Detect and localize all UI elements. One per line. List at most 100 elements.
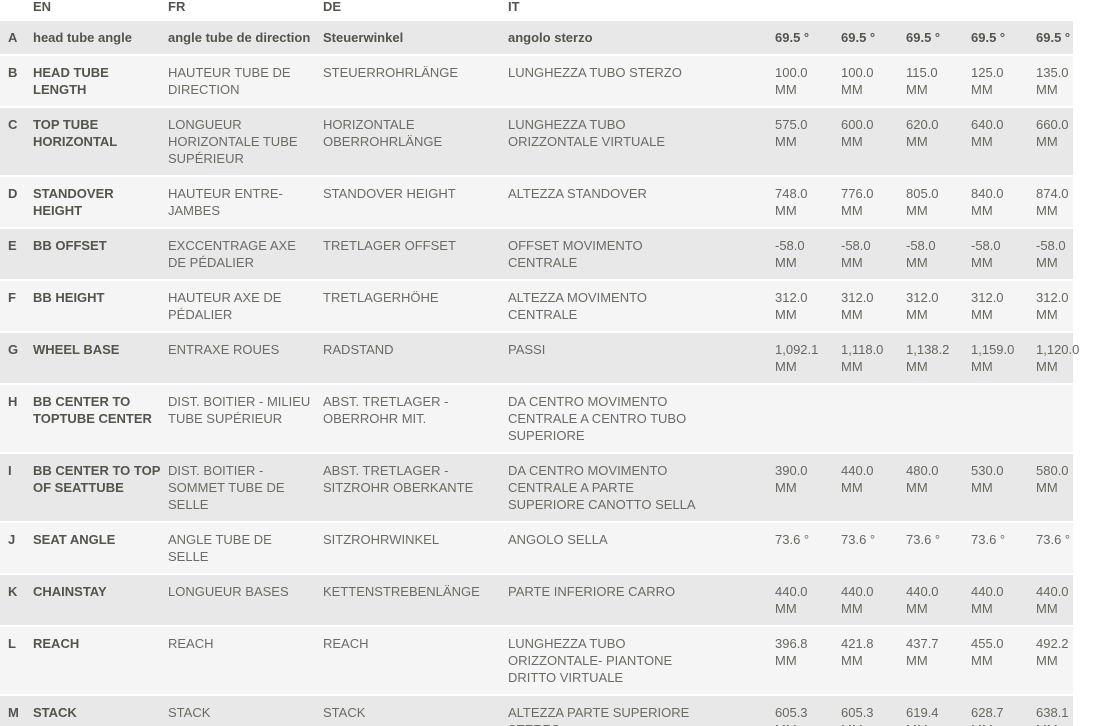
row-letter: G: [8, 342, 19, 357]
value-size-5: -58.0 MM: [1036, 238, 1066, 270]
row-letter: C: [8, 117, 18, 132]
value-size-4: 455.0 MM: [971, 636, 1004, 668]
value-size-2: 776.0 MM: [841, 186, 874, 218]
term-it: LUNGHEZZA TUBO ORIZZONTALE- PIANTONE DRI…: [508, 636, 673, 685]
value-size-3: 1,138.2 MM: [906, 342, 950, 374]
value-size-5: 874.0 MM: [1036, 186, 1069, 218]
table-row: H BB CENTER TO TOPTUBE CENTER DIST. BOIT…: [0, 385, 1073, 452]
value-size-2: 73.6 °: [841, 532, 876, 547]
value-size-1: 312.0 MM: [775, 290, 808, 322]
term-fr: HAUTEUR AXE DE PÉDALIER: [168, 290, 282, 322]
table-row: J SEAT ANGLE ANGLE TUBE DE SELLE SITZROH…: [0, 523, 1073, 573]
value-size-3: 480.0 MM: [906, 463, 939, 495]
term-fr: HAUTEUR TUBE DE DIRECTION: [168, 65, 291, 97]
term-de: TRETLAGERHÖHE: [323, 290, 439, 305]
value-size-4: 69.5 °: [971, 30, 1006, 45]
value-size-3: -58.0 MM: [906, 238, 936, 270]
term-en: HEAD TUBE LENGTH: [33, 65, 109, 97]
value-size-5: 440.0 MM: [1036, 584, 1069, 616]
value-size-2: 1,118.0 MM: [841, 342, 884, 374]
term-fr: angle tube de direction: [168, 30, 311, 45]
term-it: LUNGHEZZA TUBO STERZO: [508, 65, 682, 80]
value-size-2: 421.8 MM: [841, 636, 874, 668]
value-size-2: 312.0 MM: [841, 290, 874, 322]
term-it: angolo sterzo: [508, 30, 593, 45]
value-size-1: [775, 385, 841, 401]
term-fr: REACH: [168, 636, 214, 651]
term-de: ABST. TRETLAGER - SITZROHR OBERKANTE: [323, 463, 474, 495]
value-size-5: 580.0 MM: [1036, 463, 1069, 495]
column-header-en: EN: [33, 0, 52, 14]
value-size-3: [906, 385, 971, 401]
row-letter: B: [8, 65, 18, 80]
term-en: head tube angle: [33, 30, 132, 45]
term-en: TOP TUBE HORIZONTAL: [33, 117, 118, 149]
term-fr: LONGUEUR HORIZONTALE TUBE SUPÉRIEUR: [168, 117, 298, 166]
table-row: D STANDOVER HEIGHT HAUTEUR ENTRE-JAMBES …: [0, 177, 1073, 227]
value-size-4: 312.0 MM: [971, 290, 1004, 322]
term-en: STANDOVER HEIGHT: [33, 186, 114, 218]
value-size-4: 440.0 MM: [971, 584, 1004, 616]
value-size-1: 73.6 °: [775, 532, 810, 547]
table-row: K CHAINSTAY LONGUEUR BASES KETTENSTREBEN…: [0, 575, 1073, 625]
row-letter: K: [8, 584, 18, 599]
value-size-4: 530.0 MM: [971, 463, 1004, 495]
term-en: BB HEIGHT: [33, 290, 105, 305]
term-it: LUNGHEZZA TUBO ORIZZONTALE VIRTUALE: [508, 117, 665, 149]
value-size-2: 600.0 MM: [841, 117, 874, 149]
value-size-3: 437.7 MM: [906, 636, 939, 668]
table-row: G WHEEL BASE ENTRAXE ROUES RADSTAND PASS…: [0, 333, 1079, 383]
value-size-5: 638.1 MM: [1036, 705, 1069, 726]
value-size-3: 312.0 MM: [906, 290, 939, 322]
table-row: F BB HEIGHT HAUTEUR AXE DE PÉDALIER TRET…: [0, 281, 1073, 331]
term-it: OFFSET MOVIMENTO CENTRALE: [508, 238, 643, 270]
term-de: ABST. TRETLAGER - OBERROHR MIT.: [323, 394, 449, 426]
term-en: BB CENTER TO TOP OF SEATTUBE: [33, 463, 161, 495]
term-de: TRETLAGER OFFSET: [323, 238, 456, 253]
term-de: STANDOVER HEIGHT: [323, 186, 456, 201]
term-it: DA CENTRO MOVIMENTO CENTRALE A PARTE SUP…: [508, 463, 696, 512]
value-size-5: 312.0 MM: [1036, 290, 1069, 322]
table-row: B HEAD TUBE LENGTH HAUTEUR TUBE DE DIREC…: [0, 56, 1073, 106]
value-size-1: -58.0 MM: [775, 238, 805, 270]
value-size-3: 69.5 °: [906, 30, 941, 45]
header-row: EN FR DE IT: [0, 0, 1073, 19]
value-size-2: 605.3 MM: [841, 705, 874, 726]
value-size-1: 69.5 °: [775, 30, 810, 45]
row-letter: D: [8, 186, 18, 201]
term-it: ANGOLO SELLA: [508, 532, 608, 547]
value-size-5: 492.2 MM: [1036, 636, 1069, 668]
term-fr: DIST. BOITIER - SOMMET TUBE DE SELLE: [168, 463, 285, 512]
row-letter: A: [8, 30, 18, 45]
value-size-1: 748.0 MM: [775, 186, 808, 218]
row-letter: E: [8, 238, 17, 253]
value-size-3: 619.4 MM: [906, 705, 939, 726]
term-de: STEUERROHRLÄNGE: [323, 65, 459, 80]
term-de: REACH: [323, 636, 369, 651]
term-it: PASSI: [508, 342, 546, 357]
value-size-4: 840.0 MM: [971, 186, 1004, 218]
table-row: L REACH REACH REACH LUNGHEZZA TUBO ORIZZ…: [0, 627, 1073, 694]
term-en: WHEEL BASE: [33, 342, 120, 357]
value-size-5: 69.5 °: [1036, 30, 1071, 45]
value-size-3: 805.0 MM: [906, 186, 939, 218]
value-size-5: 73.6 °: [1036, 532, 1071, 547]
term-en: REACH: [33, 636, 80, 651]
term-it: ALTEZZA MOVIMENTO CENTRALE: [508, 290, 647, 322]
term-fr: STACK: [168, 705, 211, 720]
value-size-1: 440.0 MM: [775, 584, 808, 616]
term-de: Steuerwinkel: [323, 30, 404, 45]
term-it: PARTE INFERIORE CARRO: [508, 584, 676, 599]
value-size-5: 660.0 MM: [1036, 117, 1069, 149]
value-size-2: 69.5 °: [841, 30, 876, 45]
value-size-3: 440.0 MM: [906, 584, 939, 616]
value-size-1: 396.8 MM: [775, 636, 808, 668]
term-fr: HAUTEUR ENTRE-JAMBES: [168, 186, 283, 218]
value-size-1: 100.0 MM: [775, 65, 808, 97]
value-size-4: [971, 385, 1036, 401]
value-size-4: 73.6 °: [971, 532, 1006, 547]
term-it: ALTEZZA STANDOVER: [508, 186, 647, 201]
term-fr: ENTRAXE ROUES: [168, 342, 280, 357]
value-size-2: [841, 385, 906, 401]
term-en: CHAINSTAY: [33, 584, 107, 599]
